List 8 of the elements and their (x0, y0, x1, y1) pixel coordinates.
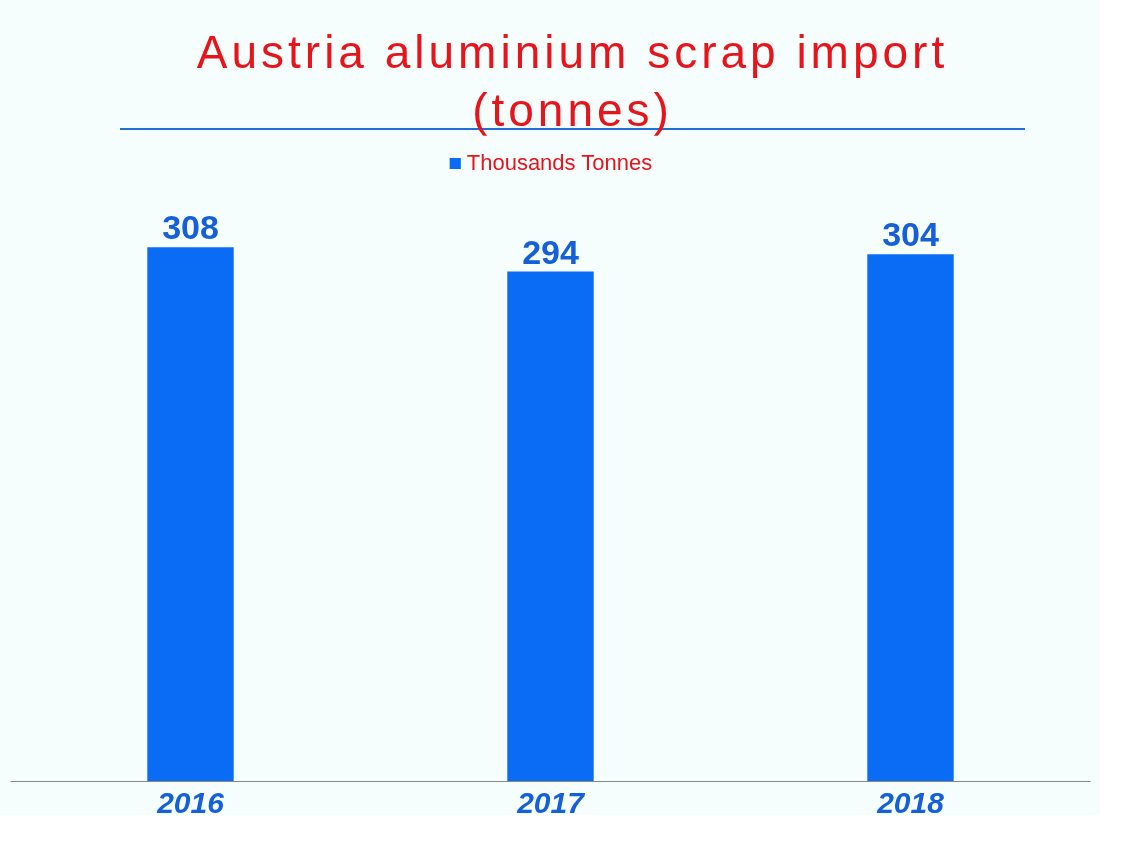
legend-label: Thousands Tonnes (466, 150, 653, 176)
data-label: 294 (522, 232, 579, 271)
data-label: 308 (162, 208, 219, 247)
data-label: 304 (882, 215, 939, 254)
x-tick-label: 2017 (516, 785, 586, 819)
x-tick-label: 2016 (156, 785, 225, 819)
chart-title: Austria aluminium scrap import (tonnes) (195, 25, 950, 138)
x-tick-label: 2018 (876, 785, 945, 819)
